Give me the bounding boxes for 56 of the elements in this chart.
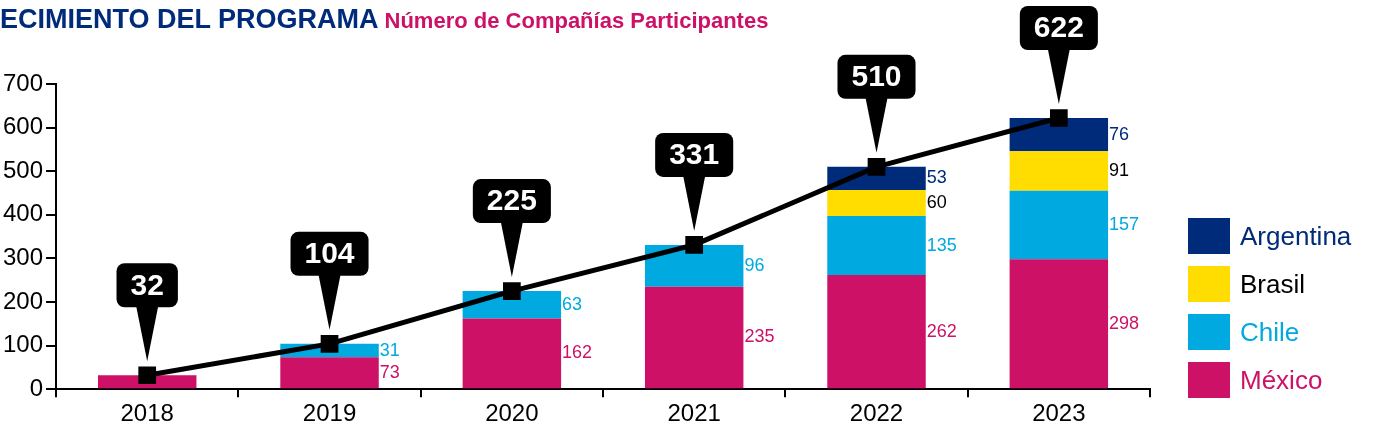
data-label: 510 [851,59,902,93]
x-tick-label: 2020 [485,399,539,427]
bar [827,216,926,275]
y-tick-label: 500 [3,155,44,183]
bar [462,318,562,389]
data-label: 298 [1109,312,1140,333]
y-tick-label: 0 [29,373,44,401]
data-label: 262 [926,320,957,341]
x-tick-label: 2022 [849,399,904,427]
y-tick-label: 200 [3,286,44,314]
data-label: 53 [926,167,947,188]
data-label: 96 [744,254,765,275]
point [138,366,157,385]
y-tick-label: 600 [3,112,44,140]
data-label: 331 [669,137,720,171]
legend-label: México [1240,364,1323,396]
data-label: 622 [1033,10,1084,44]
x-tick-label: 2023 [1032,399,1086,427]
bar [827,189,926,217]
data-label: 76 [1109,123,1130,144]
legend-label: Brasil [1240,268,1306,300]
data-label: 73 [379,361,400,382]
bar [1009,151,1109,191]
data-label: 162 [562,342,593,363]
data-label: 91 [1109,159,1130,180]
y-tick-label: 700 [3,68,44,96]
point [502,282,521,300]
bar [1009,259,1109,389]
point [320,334,339,353]
point [867,157,886,176]
bar [1009,190,1109,260]
y-tick-label: 100 [3,330,44,358]
x-tick-label: 2021 [667,399,721,427]
data-label: 31 [379,339,400,360]
chart-subtitle: Número de Compañías Participantes [384,8,769,33]
bar [644,244,744,287]
data-label: 135 [926,234,957,255]
data-label: 63 [562,293,583,314]
data-label: 157 [1109,214,1140,235]
chart-title: ECIMIENTO DEL PROGRAMA [0,4,379,34]
y-tick-label: 300 [3,243,44,271]
legend-label: Chile [1240,316,1300,348]
data-label: 104 [304,236,355,270]
point [685,236,704,254]
x-tick-label: 2019 [302,399,357,427]
data-label: 32 [130,267,164,301]
bar [644,286,744,389]
data-label: 235 [744,326,775,347]
bar [280,357,379,389]
data-label: 225 [486,183,537,217]
point [1049,109,1068,127]
y-tick-label: 400 [3,199,44,227]
bar [827,274,926,389]
x-tick-label: 2018 [120,399,174,427]
data-label: 60 [926,192,947,212]
legend-label: Argentina [1240,220,1352,252]
